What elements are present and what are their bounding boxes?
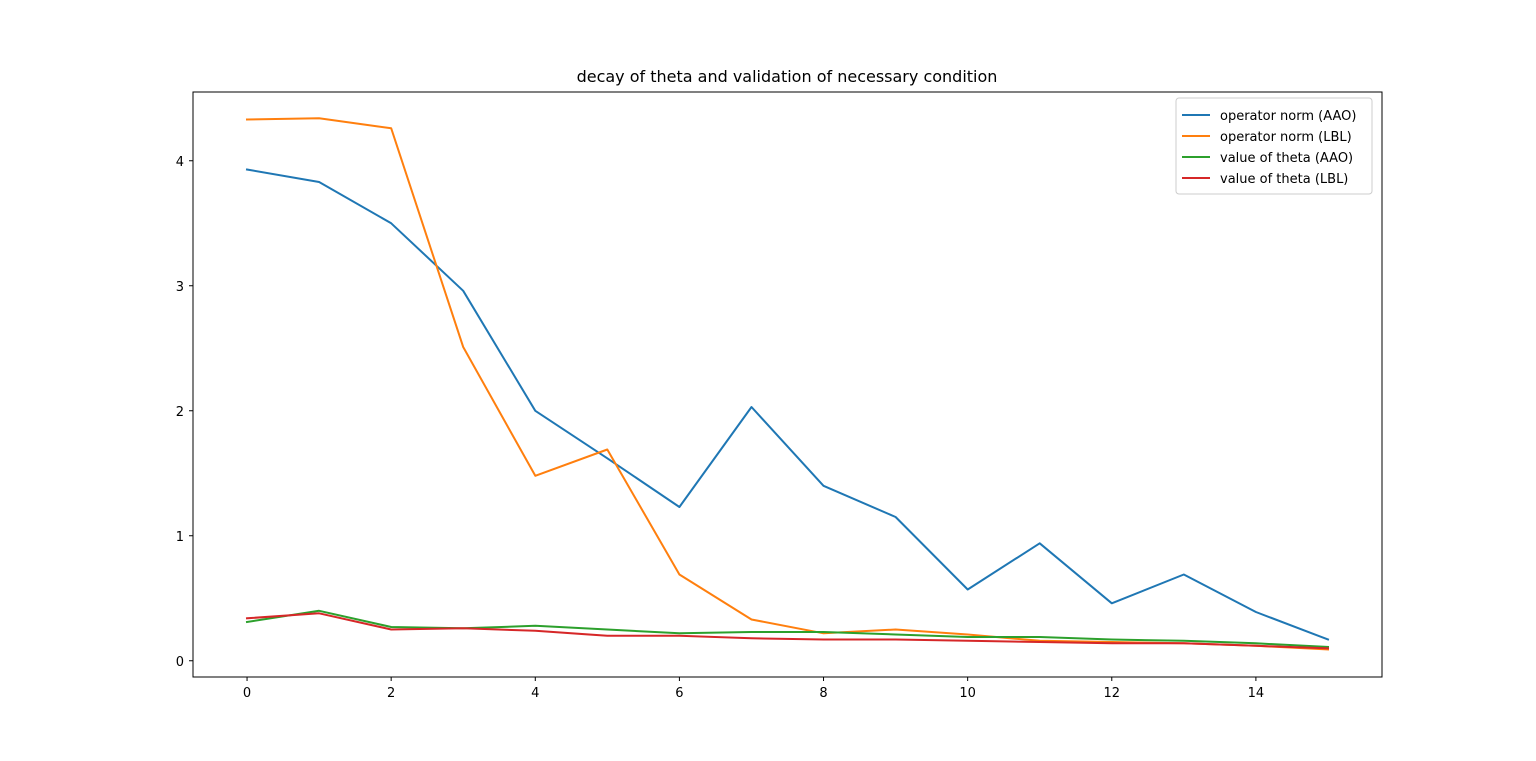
series-line xyxy=(245,612,1330,650)
plot-frame xyxy=(192,91,1383,678)
x-tick-label: 2 xyxy=(387,686,395,701)
x-tick-label: 4 xyxy=(531,686,539,701)
x-tick-label: 12 xyxy=(1103,686,1120,701)
x-tick-label: 14 xyxy=(1248,686,1265,701)
y-tick-label: 2 xyxy=(176,405,184,420)
legend-label: value of theta (AAO) xyxy=(1220,151,1353,166)
x-tick-label: 0 xyxy=(243,686,251,701)
series-line xyxy=(245,168,1330,641)
legend-label: value of theta (LBL) xyxy=(1220,172,1348,187)
legend: operator norm (AAO) operator norm (LBL) va… xyxy=(1175,97,1373,195)
y-tick-label: 3 xyxy=(176,280,184,295)
x-tick-label: 6 xyxy=(675,686,683,701)
plot-lines xyxy=(245,117,1330,651)
y-tick-label: 0 xyxy=(176,655,184,670)
x-axis: 0 2 4 6 8 10 12 14 xyxy=(243,677,1264,701)
legend-label: operator norm (AAO) xyxy=(1220,109,1356,124)
x-tick-label: 8 xyxy=(819,686,827,701)
series-line xyxy=(245,609,1330,649)
y-tick-label: 1 xyxy=(176,530,184,545)
x-tick-label: 10 xyxy=(959,686,976,701)
legend-box xyxy=(1175,97,1373,195)
legend-label: operator norm (LBL) xyxy=(1220,130,1352,145)
y-axis: 0 1 2 3 4 xyxy=(176,155,193,670)
chart-title: decay of theta and validation of necessa… xyxy=(577,67,998,86)
y-tick-label: 4 xyxy=(176,155,184,170)
